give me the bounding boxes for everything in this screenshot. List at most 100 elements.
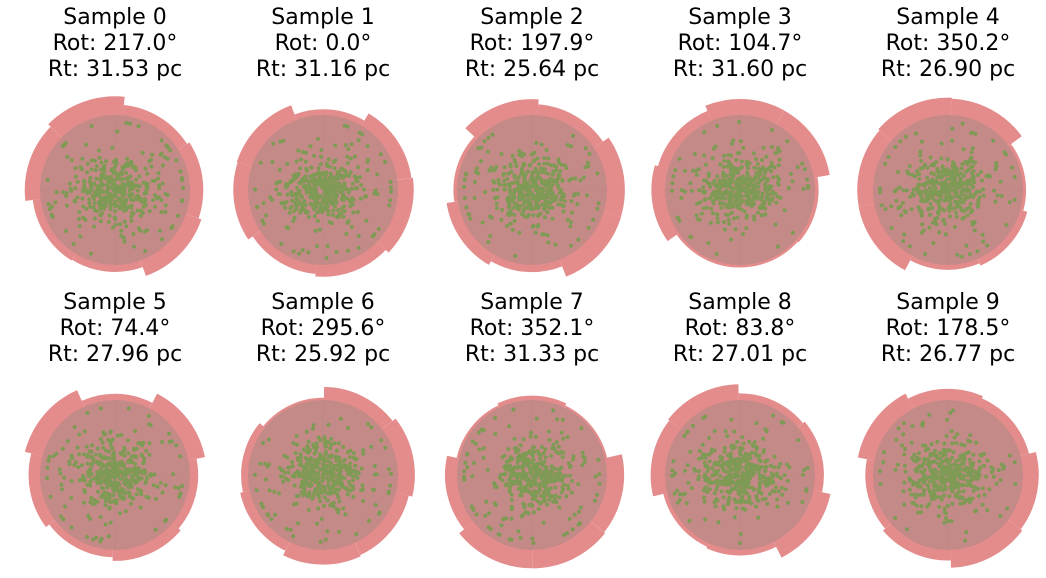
scatter-point bbox=[963, 159, 968, 164]
scatter-point bbox=[726, 212, 731, 217]
scatter-point bbox=[136, 466, 141, 471]
sample-panel: Sample 2 Rot: 197.9° Rt: 25.64 pc bbox=[432, 0, 632, 285]
scatter-point bbox=[765, 483, 770, 488]
scatter-point bbox=[468, 216, 473, 221]
scatter-point bbox=[137, 184, 142, 189]
scatter-point bbox=[85, 535, 89, 539]
scatter-point bbox=[484, 499, 489, 504]
scatter-point bbox=[689, 235, 694, 240]
scatter-point bbox=[552, 497, 557, 502]
scatter-point bbox=[293, 200, 297, 205]
scatter-point bbox=[758, 204, 763, 209]
scatter-point bbox=[132, 454, 137, 459]
scatter-point bbox=[733, 227, 738, 232]
scatter-point bbox=[755, 465, 760, 470]
scatter-point bbox=[734, 191, 739, 195]
scatter-point bbox=[934, 222, 939, 227]
scatter-point bbox=[548, 179, 553, 184]
scatter-point bbox=[345, 161, 350, 166]
scatter-point bbox=[534, 416, 539, 421]
scatter-point bbox=[957, 194, 962, 199]
panel-title: Sample 2 Rot: 197.9° Rt: 25.64 pc bbox=[432, 5, 632, 83]
scatter-point bbox=[156, 176, 160, 181]
scatter-point bbox=[493, 503, 498, 508]
scatter-point bbox=[725, 489, 730, 494]
scatter-point bbox=[944, 434, 949, 438]
scatter-point bbox=[733, 198, 738, 203]
scatter-point bbox=[151, 483, 156, 488]
scatter-point bbox=[800, 161, 805, 166]
scatter-point bbox=[534, 169, 539, 174]
scatter-point bbox=[326, 479, 331, 484]
scatter-point bbox=[269, 517, 274, 522]
scatter-point bbox=[512, 465, 517, 470]
scatter-point bbox=[308, 144, 313, 149]
scatter-point bbox=[561, 193, 566, 198]
scatter-point bbox=[754, 504, 759, 509]
scatter-point bbox=[95, 499, 100, 504]
scatter-point bbox=[938, 474, 943, 479]
scatter-point bbox=[476, 146, 481, 151]
scatter-point bbox=[719, 196, 724, 201]
scatter-point bbox=[266, 513, 271, 518]
scatter-point bbox=[313, 172, 318, 177]
scatter-point bbox=[293, 191, 298, 196]
scatter-point bbox=[715, 123, 720, 128]
scatter-point bbox=[105, 462, 110, 467]
scatter-point bbox=[903, 447, 907, 451]
panel-title-line: Rot: 104.7° bbox=[677, 31, 803, 56]
scatter-point bbox=[344, 231, 349, 236]
scatter-point bbox=[752, 214, 757, 219]
scatter-point bbox=[113, 177, 118, 182]
scatter-point bbox=[300, 482, 305, 487]
scatter-point bbox=[992, 188, 997, 193]
scatter-point bbox=[502, 471, 507, 476]
scatter-point bbox=[758, 169, 763, 173]
scatter-point bbox=[292, 176, 296, 181]
scatter-point bbox=[922, 479, 927, 484]
scatter-point bbox=[145, 475, 150, 480]
scatter-point bbox=[296, 171, 301, 176]
scatter-point bbox=[121, 488, 126, 493]
scatter-point bbox=[703, 517, 708, 522]
scatter-point bbox=[58, 471, 63, 476]
scatter-point bbox=[800, 472, 805, 477]
scatter-point bbox=[73, 186, 78, 191]
scatter-point bbox=[486, 149, 490, 154]
scatter-point bbox=[917, 493, 922, 497]
scatter-point bbox=[581, 175, 586, 180]
scatter-point bbox=[597, 472, 602, 477]
scatter-point bbox=[352, 473, 357, 478]
scatter-point bbox=[300, 474, 305, 479]
scatter-point bbox=[694, 172, 699, 177]
scatter-point bbox=[98, 477, 103, 482]
sample-panel: Sample 3 Rot: 104.7° Rt: 31.60 pc bbox=[640, 0, 840, 285]
scatter-point bbox=[951, 179, 956, 183]
scatter-point bbox=[46, 202, 51, 207]
scatter-point bbox=[334, 507, 339, 512]
polar-plot bbox=[857, 388, 1039, 568]
scatter-point bbox=[800, 500, 805, 505]
scatter-point bbox=[143, 249, 148, 253]
scatter-point bbox=[900, 443, 904, 448]
scatter-point bbox=[525, 488, 530, 493]
scatter-point bbox=[713, 196, 718, 201]
scatter-point bbox=[318, 201, 323, 206]
scatter-point bbox=[773, 191, 778, 196]
scatter-point bbox=[124, 477, 128, 482]
scatter-point bbox=[878, 469, 883, 474]
scatter-point bbox=[542, 489, 547, 494]
scatter-point bbox=[73, 174, 78, 179]
scatter-points bbox=[253, 123, 393, 260]
scatter-point bbox=[469, 504, 474, 509]
scatter-point bbox=[707, 452, 712, 457]
scatter-point bbox=[722, 477, 727, 482]
scatter-point bbox=[120, 494, 125, 499]
scatter-point bbox=[729, 169, 734, 173]
scatter-point bbox=[115, 463, 120, 468]
scatter-point bbox=[927, 206, 931, 211]
scatter-point bbox=[373, 188, 378, 193]
scatter-point bbox=[985, 458, 990, 463]
scatter-point bbox=[958, 501, 963, 506]
scatter-point bbox=[341, 459, 346, 464]
